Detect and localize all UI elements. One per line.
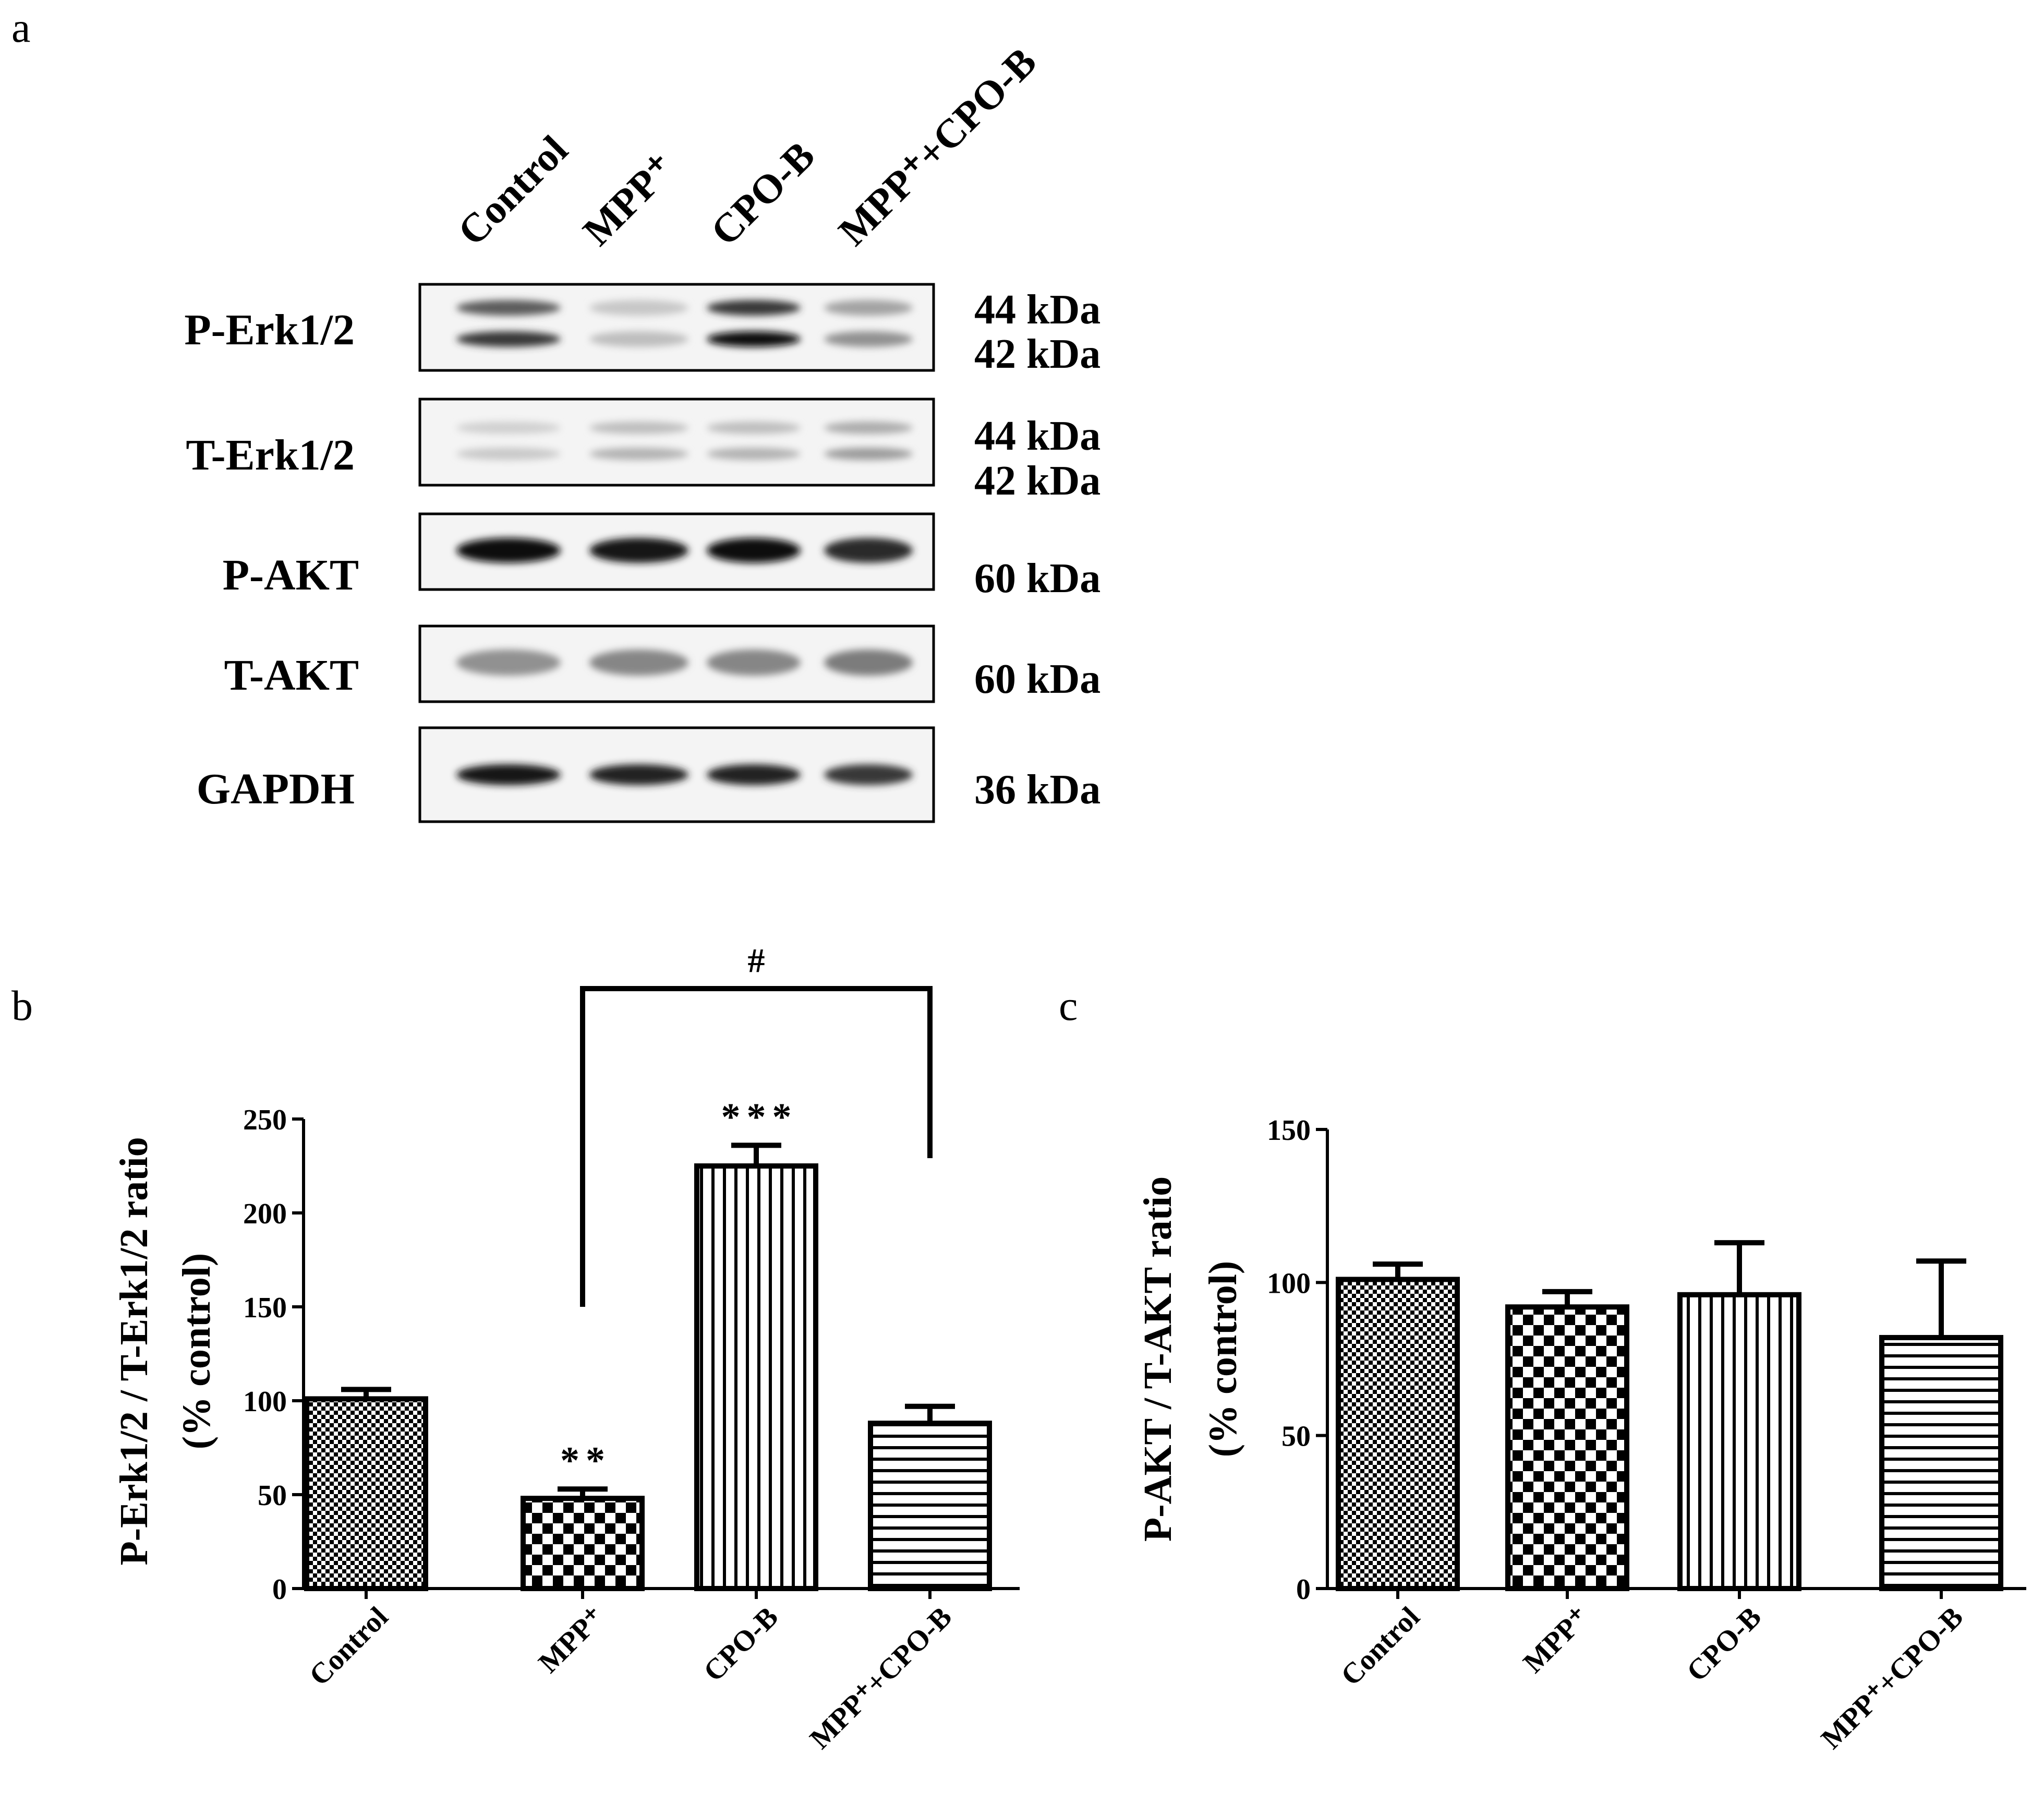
blot-band [589, 331, 688, 347]
lane-label: MPP⁺ [574, 145, 684, 254]
x-tick-label: MPP⁺+CPO-B [1815, 1601, 1969, 1755]
significance-label: *** [721, 1096, 798, 1138]
x-tick-label: Control [303, 1601, 394, 1692]
bar [521, 1496, 645, 1591]
blot-band [589, 764, 688, 785]
blot-band [707, 422, 801, 434]
bar [694, 1163, 818, 1591]
lane-labels: Control MPP⁺ CPO-B MPP⁺+CPO-B [449, 39, 1045, 254]
y-tick-label: 250 [243, 1104, 287, 1136]
panel-c-letter: c [1059, 982, 1078, 1029]
lane-label: Control [449, 127, 576, 254]
blot-band [456, 422, 561, 434]
y-tick-label: 100 [1267, 1267, 1311, 1300]
blot-band [824, 448, 913, 460]
blot-band [456, 650, 561, 676]
kda-label: 42 kDa [974, 331, 1100, 377]
y-tick-label: 150 [243, 1292, 287, 1324]
blot-band [589, 448, 688, 460]
blot-band [707, 764, 801, 785]
x-tick-label: MPP⁺+CPO-B [804, 1601, 958, 1755]
x-tick-label: MPP⁺ [1517, 1601, 1595, 1679]
blot-band [824, 650, 913, 676]
western-blots [418, 283, 935, 823]
x-tick-label: CPO-B [1680, 1601, 1768, 1688]
protein-labels: P-Erk1/2 T-Erk1/2 P-AKT T-AKT GAPDH [184, 306, 359, 813]
y-tick-label: 0 [1296, 1573, 1311, 1606]
protein-label: P-Erk1/2 [184, 306, 355, 354]
chart-panel-b: 0 50 100 150 200 250 Control MPP⁺ ** CPO-B *** MPP⁺… [112, 942, 1020, 1755]
y-axis-label: (% control) [175, 1253, 219, 1449]
protein-label: P-AKT [223, 551, 359, 599]
y-tick-label: 50 [258, 1480, 287, 1512]
blot-band [824, 422, 913, 434]
blot-band [824, 300, 913, 316]
significance-label: ** [560, 1439, 611, 1482]
panel-b-letter: b [11, 982, 33, 1029]
protein-label: GAPDH [197, 765, 355, 813]
blot-band [589, 538, 688, 563]
blot-band [589, 300, 688, 316]
blot-band [456, 448, 561, 460]
y-tick-label: 50 [1281, 1421, 1311, 1453]
blot-band [707, 538, 801, 563]
kda-label: 36 kDa [974, 767, 1100, 813]
blot-band [824, 764, 913, 785]
kda-label: 44 kDa [974, 287, 1100, 333]
bar [1677, 1292, 1801, 1592]
x-tick-label: MPP⁺ [533, 1601, 611, 1679]
kda-label: 42 kDa [974, 458, 1100, 504]
bar [1505, 1304, 1629, 1591]
y-tick-label: 0 [272, 1573, 287, 1606]
protein-label: T-AKT [224, 651, 359, 700]
y-axis-label: P-Erk1/2 / T-Erk1/2 ratio [112, 1137, 156, 1565]
y-axis-label: (% control) [1201, 1261, 1245, 1457]
blot-band [707, 650, 801, 676]
y-axis-label: P-AKT / T-AKT ratio [1136, 1176, 1180, 1542]
y-tick-label: 150 [1267, 1114, 1311, 1147]
comparison-label: # [748, 942, 765, 980]
blot-band [456, 300, 561, 316]
blot-band [456, 331, 561, 347]
blot-band [707, 331, 801, 347]
bar [1336, 1277, 1460, 1591]
protein-label: T-Erk1/2 [186, 431, 355, 479]
x-tick-label: Control [1335, 1601, 1426, 1692]
kda-labels: 44 kDa 42 kDa 44 kDa 42 kDa 60 kDa 60 kD… [974, 287, 1100, 813]
lane-label: CPO-B [702, 133, 824, 254]
blot-band [456, 764, 561, 785]
bar [1879, 1334, 2003, 1592]
blot-band [456, 538, 561, 563]
blot-band [707, 448, 801, 460]
y-tick-label: 100 [243, 1386, 287, 1418]
blot-band [589, 422, 688, 434]
kda-label: 60 kDa [974, 656, 1100, 702]
blot-band [824, 538, 913, 563]
bar [868, 1421, 992, 1591]
lane-label: MPP⁺+CPO-B [830, 39, 1045, 254]
blot-band [824, 331, 913, 347]
y-tick-label: 200 [243, 1198, 287, 1230]
blot-band [589, 650, 688, 676]
kda-label: 60 kDa [974, 556, 1100, 602]
x-tick-label: CPO-B [697, 1601, 784, 1688]
comparison-bracket [580, 986, 933, 1307]
kda-label: 44 kDa [974, 413, 1100, 459]
panel-a-letter: a [11, 4, 30, 51]
chart-panel-c: 0 50 100 150 Control MPP⁺ CPO-B MPP⁺+CPO-B P-AKT… [1136, 1114, 2026, 1755]
blot-band [707, 300, 801, 316]
bar [304, 1396, 428, 1591]
blot-box [418, 283, 935, 372]
blot-box [418, 398, 935, 487]
